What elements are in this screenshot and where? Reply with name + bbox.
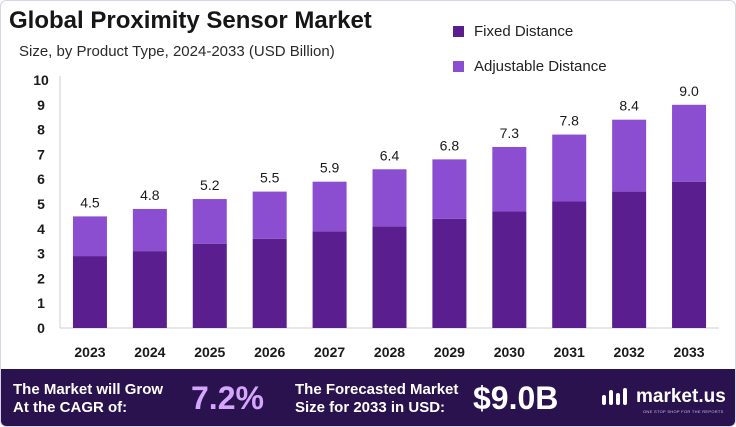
y-tick-label: 4 (37, 221, 45, 237)
bar-total-label: 7.8 (559, 113, 579, 129)
bar-segment-fixed-distance (192, 243, 227, 328)
y-tick-label: 1 (37, 295, 45, 311)
bar-segment-fixed-distance (312, 231, 347, 328)
cagr-value: 7.2% (191, 380, 264, 416)
bar-total-label: 6.4 (380, 147, 400, 163)
bar-segment-fixed-distance (672, 181, 707, 328)
bar-total-label: 8.4 (619, 98, 639, 114)
bar-total-label: 5.5 (260, 170, 280, 186)
bar-total-label: 5.2 (200, 177, 220, 193)
bar-segment-fixed-distance (612, 191, 647, 328)
forecast-label-line1: The Forecasted Market (295, 381, 459, 398)
bar-total-label: 9.0 (679, 83, 699, 99)
chart-legend: Fixed Distance Adjustable Distance (453, 21, 607, 91)
x-tick-label: 2025 (194, 344, 225, 360)
footer-banner: The Market will Grow At the CAGR of: 7.2… (1, 369, 735, 426)
bar-segment-fixed-distance (252, 238, 287, 328)
y-tick-label: 10 (33, 72, 49, 88)
x-tick-label: 2032 (614, 344, 645, 360)
bar-segment-adjustable-distance (72, 216, 107, 257)
y-tick-label: 5 (37, 196, 45, 212)
y-tick-label: 3 (37, 246, 45, 262)
x-tick-label: 2031 (554, 344, 585, 360)
legend-swatch-adjustable-distance (453, 60, 464, 72)
bar-segment-adjustable-distance (132, 208, 167, 252)
bar-total-label: 4.5 (80, 194, 100, 210)
bar-total-label: 6.8 (440, 137, 460, 153)
bar-segment-adjustable-distance (252, 191, 287, 239)
bar-segment-adjustable-distance (552, 134, 587, 202)
x-tick-label: 2030 (494, 344, 525, 360)
bar-segment-adjustable-distance (612, 119, 647, 192)
bar-chart: 0 1 2 3 4 5 6 7 8 9 10 4.5 2023 4.8 2024 5.2 2025 5.5 2026… (33, 72, 719, 360)
bar-segment-fixed-distance (432, 218, 467, 328)
x-tick-label: 2029 (434, 344, 465, 360)
x-tick-label: 2028 (374, 344, 405, 360)
x-tick-label: 2023 (74, 344, 105, 360)
bar-segment-adjustable-distance (312, 181, 347, 232)
y-tick-label: 2 (37, 270, 45, 286)
y-tick-label: 9 (37, 97, 45, 113)
chart-subtitle: Size, by Product Type, 2024-2033 (USD Bi… (19, 43, 335, 60)
x-tick-label: 2024 (134, 344, 165, 360)
legend-label-adjustable-distance: Adjustable Distance (474, 57, 607, 75)
chart-title: Global Proximity Sensor Market (9, 7, 372, 34)
legend-label-fixed-distance: Fixed Distance (474, 22, 574, 40)
y-tick-label: 7 (37, 146, 45, 162)
y-tick-label: 8 (37, 122, 45, 138)
y-tick-label: 0 (37, 320, 45, 336)
y-tick-label: 6 (37, 171, 45, 187)
x-tick-label: 2033 (673, 344, 704, 360)
bar-segment-adjustable-distance (672, 104, 707, 182)
bar-total-label: 4.8 (140, 187, 160, 203)
legend-swatch-fixed-distance (453, 25, 464, 37)
x-tick-label: 2026 (254, 344, 285, 360)
bar-segment-fixed-distance (492, 211, 527, 328)
bar-total-label: 5.9 (320, 160, 340, 176)
bar-segment-adjustable-distance (432, 159, 467, 219)
legend-item-fixed-distance: Fixed Distance (453, 21, 607, 41)
bar-segment-fixed-distance (552, 201, 587, 328)
bar-segment-fixed-distance (72, 256, 107, 328)
cagr-label-line1: The Market will Grow (13, 381, 164, 398)
forecast-value: $9.0B (473, 380, 559, 416)
brand-logo: market.us (601, 386, 726, 408)
market-us-logo-icon (602, 388, 627, 405)
bar-segment-adjustable-distance (492, 146, 527, 212)
bar-segment-adjustable-distance (192, 199, 227, 244)
brand-tagline: ONE STOP SHOP FOR THE REPORTS (643, 409, 724, 414)
cagr-label-line2: At the CAGR of: (13, 399, 128, 416)
bar-segment-fixed-distance (132, 251, 167, 328)
bar-segment-fixed-distance (372, 226, 407, 328)
bar-segment-adjustable-distance (372, 169, 407, 227)
forecast-label-line2: Size for 2033 in USD: (295, 399, 446, 416)
brand-name: market.us (636, 386, 726, 407)
legend-item-adjustable-distance: Adjustable Distance (453, 56, 607, 76)
bar-total-label: 7.3 (500, 125, 520, 141)
x-tick-label: 2027 (314, 344, 345, 360)
